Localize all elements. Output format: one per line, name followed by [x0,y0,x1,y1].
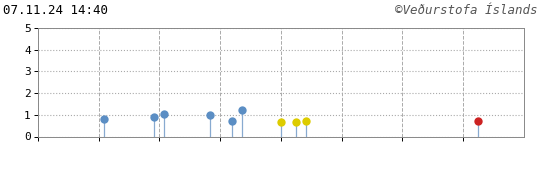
Text: ©Veðurstofa Íslands: ©Veðurstofa Íslands [395,4,537,16]
Text: 07.11.24 14:40: 07.11.24 14:40 [3,4,107,16]
